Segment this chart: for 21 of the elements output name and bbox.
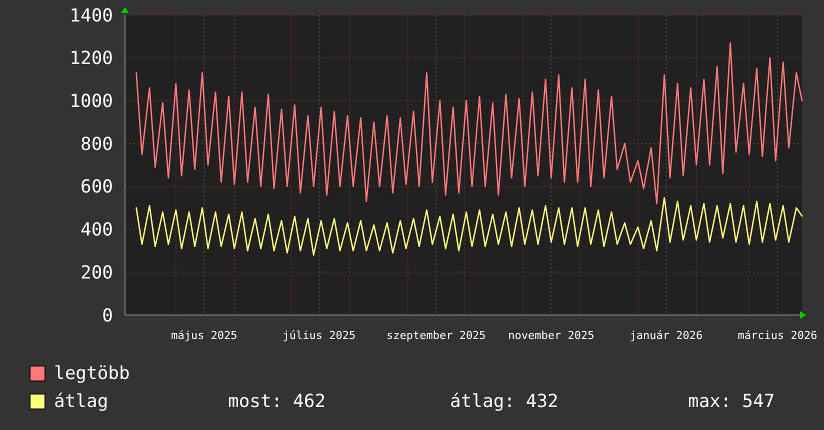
y-tick-label: 1400 — [70, 5, 113, 26]
y-tick-label: 200 — [80, 262, 113, 284]
legend-label: legtöbb — [54, 363, 130, 384]
y-tick-label: 1000 — [70, 91, 113, 112]
x-tick-label: május 2025 — [171, 329, 238, 342]
x-tick-label: január 2026 — [630, 329, 703, 342]
text: most: 462 — [228, 391, 326, 412]
y-tick-label: 0 — [102, 305, 113, 326]
text: átlag: 432 — [450, 391, 558, 412]
legend-label: átlag — [54, 391, 108, 412]
x-tick-label: március 2026 — [738, 329, 818, 342]
line-series — [136, 197, 803, 256]
x-tick-label: szeptember 2025 — [386, 329, 486, 342]
text: max: 547 — [688, 391, 775, 412]
line-series — [136, 42, 803, 204]
y-tick-label: 400 — [80, 220, 113, 241]
y-tick-label: 1200 — [70, 48, 113, 70]
y-tick-label: 600 — [80, 176, 113, 198]
y-tick-label: 800 — [80, 134, 113, 155]
x-tick-label: november 2025 — [508, 329, 594, 342]
x-tick-label: július 2025 — [282, 329, 356, 342]
